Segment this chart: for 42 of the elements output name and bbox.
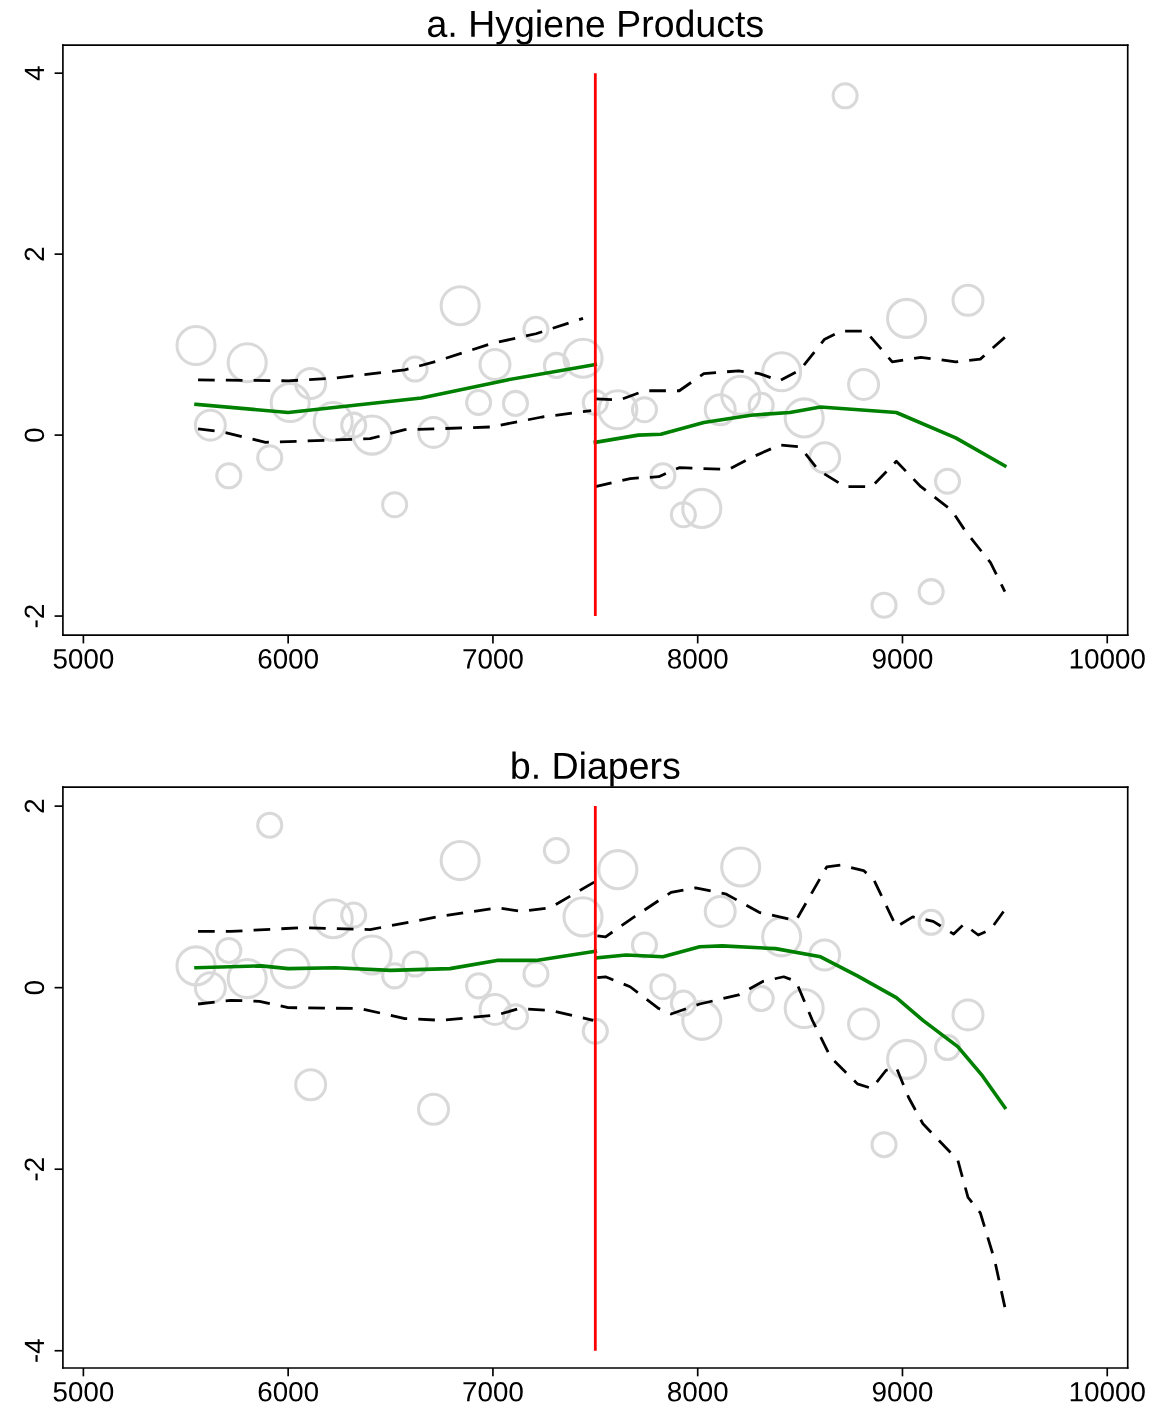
chart-title: b. Diapers	[512, 751, 680, 787]
x-tick-label: 10000	[1070, 1381, 1145, 1402]
point	[808, 441, 842, 475]
x-tick-label: 6000	[258, 1381, 318, 1402]
y-tick-label: 2	[24, 247, 44, 261]
point	[417, 1092, 451, 1126]
point	[294, 367, 328, 401]
y-tick-label: -4	[24, 1339, 44, 1362]
point	[951, 998, 985, 1032]
point	[847, 1007, 881, 1041]
x-tick-label: 6000	[258, 648, 318, 669]
line-series	[593, 405, 1007, 468]
line-series	[196, 316, 585, 383]
line-series	[595, 944, 1007, 1110]
y-tick-label: 4	[24, 66, 44, 81]
line-series	[595, 975, 1007, 1309]
x-tick-label: 5000	[53, 1381, 114, 1402]
x-tick-label: 10000	[1070, 648, 1145, 669]
x-tick-label: 8000	[668, 1381, 728, 1402]
point	[847, 367, 881, 401]
line-series	[196, 880, 597, 933]
point	[703, 894, 737, 928]
point	[478, 992, 512, 1026]
y-tick-label: -2	[24, 605, 44, 628]
point	[478, 348, 512, 382]
point	[193, 408, 227, 442]
point	[417, 415, 451, 449]
x-tick-label: 9000	[872, 648, 933, 669]
x-tick-label: 7000	[463, 1381, 523, 1402]
point	[294, 1068, 328, 1102]
point	[951, 283, 985, 317]
x-tick-label: 7000	[463, 648, 523, 669]
point	[808, 938, 842, 972]
line-series	[595, 863, 1007, 939]
x-tick-label: 5000	[53, 648, 114, 669]
x-tick-label: 8000	[668, 648, 728, 669]
y-tick-label: 0	[24, 428, 45, 442]
x-tick-label: 9000	[872, 1381, 933, 1402]
y-tick-label: -2	[24, 1158, 44, 1181]
chart-title: a. Hygiene Products	[428, 9, 763, 45]
y-tick-label: 2	[24, 799, 44, 813]
y-tick-label: 0	[24, 981, 45, 995]
